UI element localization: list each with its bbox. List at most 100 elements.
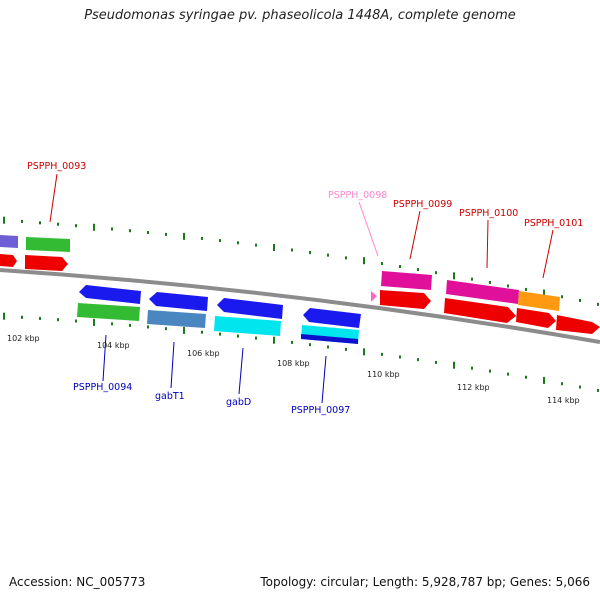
tick-mark — [219, 332, 221, 336]
tick-mark — [3, 216, 5, 224]
tick-mark — [561, 295, 563, 299]
gene-cds-gabT1[interactable] — [147, 310, 206, 328]
tick-mark — [129, 229, 131, 233]
tick-mark — [237, 241, 239, 245]
tick-mark — [75, 319, 77, 323]
tick-mark — [273, 336, 275, 344]
gene-cds-PSPPH_0099[interactable] — [381, 271, 432, 290]
connector-PSPPH_0098 — [358, 201, 379, 257]
gene-gabT1[interactable] — [149, 292, 208, 311]
tick-mark — [345, 256, 347, 260]
tick-mark — [111, 227, 113, 231]
gene-PSPPH_0093[interactable] — [25, 255, 68, 271]
scale-label: 102 kbp — [7, 334, 40, 343]
connector-gabD — [238, 347, 244, 395]
tick-mark — [165, 327, 167, 331]
tick-mark — [93, 223, 95, 231]
tick-mark — [471, 277, 473, 281]
tick-mark — [201, 236, 203, 240]
tick-mark — [453, 361, 455, 369]
tick-mark — [309, 251, 311, 255]
tick-mark — [147, 231, 149, 235]
gene-PSPPH_0092[interactable] — [0, 254, 17, 267]
gene-cds-PSPPH_0101[interactable] — [518, 291, 560, 311]
tick-mark — [489, 280, 491, 284]
gene-PSPPH_0097[interactable] — [303, 308, 361, 328]
tick-mark — [399, 265, 401, 269]
gene-PSPPH_0101-upper[interactable] — [516, 308, 556, 328]
label-connectors — [49, 173, 554, 404]
tick-mark — [579, 385, 581, 389]
label-PSPPH_0097[interactable]: PSPPH_0097 — [291, 405, 350, 416]
tick-mark — [399, 355, 401, 359]
tick-mark — [21, 315, 23, 319]
tick-mark — [39, 221, 41, 225]
tick-mark — [3, 312, 5, 320]
connector-PSPPH_0101 — [542, 229, 554, 279]
gene-gabD[interactable] — [217, 298, 283, 319]
label-PSPPH_0101[interactable]: PSPPH_0101 — [524, 218, 583, 229]
label-PSPPH_0098[interactable]: PSPPH_0098 — [328, 190, 387, 201]
scale-label: 106 kbp — [187, 349, 220, 358]
gene-PSPPH_0094[interactable] — [79, 285, 141, 304]
label-gabT1[interactable]: gabT1 — [155, 391, 185, 402]
tick-mark — [327, 345, 329, 349]
inner-tick-track — [3, 312, 599, 392]
tick-mark — [381, 352, 383, 356]
tick-mark — [291, 248, 293, 252]
label-PSPPH_0093[interactable]: PSPPH_0093 — [27, 161, 86, 172]
tick-mark — [345, 347, 347, 351]
connector-PSPPH_0099 — [409, 210, 421, 260]
gene-cds-PSPPH_0100[interactable] — [446, 280, 519, 304]
tick-mark — [525, 287, 527, 291]
tick-mark — [507, 284, 509, 288]
tick-mark — [291, 340, 293, 344]
gene-PSPPH_0098[interactable] — [371, 291, 377, 302]
scale-label: 112 kbp — [457, 383, 490, 392]
gene-cds-PSPPH_0094[interactable] — [77, 303, 140, 321]
accession-text: Accession: NC_005773 — [9, 575, 146, 589]
label-gabD[interactable]: gabD — [226, 397, 251, 408]
connector-PSPPH_0097 — [321, 355, 327, 404]
label-PSPPH_0099[interactable]: PSPPH_0099 — [393, 199, 452, 210]
tick-mark — [147, 325, 149, 329]
reverse-genes — [77, 285, 361, 344]
connector-PSPPH_0093 — [49, 173, 58, 223]
scale-label: 104 kbp — [97, 341, 130, 350]
label-PSPPH_0100[interactable]: PSPPH_0100 — [459, 208, 518, 219]
tick-mark — [597, 388, 599, 392]
gene-labels: PSPPH_0093 PSPPH_0094 gabT1 gabD PSPPH_0… — [27, 161, 583, 416]
tick-mark — [507, 372, 509, 376]
tick-mark — [255, 336, 257, 340]
tick-mark — [327, 253, 329, 257]
topology-text: Topology: circular; Length: 5,928,787 bp… — [260, 575, 590, 589]
scale-label: 110 kbp — [367, 370, 400, 379]
tick-mark — [237, 334, 239, 338]
tick-mark — [579, 299, 581, 303]
tick-mark — [201, 330, 203, 334]
tick-mark — [363, 257, 365, 265]
tick-mark — [75, 224, 77, 228]
genome-backbone — [0, 268, 600, 344]
tick-mark — [57, 222, 59, 226]
connector-PSPPH_0094 — [102, 334, 107, 382]
tick-mark — [165, 232, 167, 236]
label-PSPPH_0094[interactable]: PSPPH_0094 — [73, 382, 132, 393]
tick-mark — [597, 302, 599, 306]
tick-mark — [111, 322, 113, 326]
map-title: Pseudomonas syringae pv. phaseolicola 14… — [84, 8, 516, 23]
gene-PSPPH_0101-lower[interactable] — [556, 315, 600, 334]
gene-cds-PSPPH_0093[interactable] — [26, 237, 70, 252]
connector-gabT1 — [170, 341, 175, 389]
gene-cds-PSPPH_0097-overlay — [301, 334, 358, 344]
tick-mark — [363, 348, 365, 356]
connector-PSPPH_0100 — [486, 219, 489, 269]
gene-PSPPH_0100[interactable] — [444, 298, 516, 323]
gene-PSPPH_0099[interactable] — [380, 290, 431, 309]
gene-cds-PSPPH_0092[interactable] — [0, 235, 18, 248]
tick-mark — [417, 268, 419, 272]
gene-cds-gabD[interactable] — [214, 316, 281, 336]
tick-mark — [21, 219, 23, 223]
scale-label: 108 kbp — [277, 359, 310, 368]
